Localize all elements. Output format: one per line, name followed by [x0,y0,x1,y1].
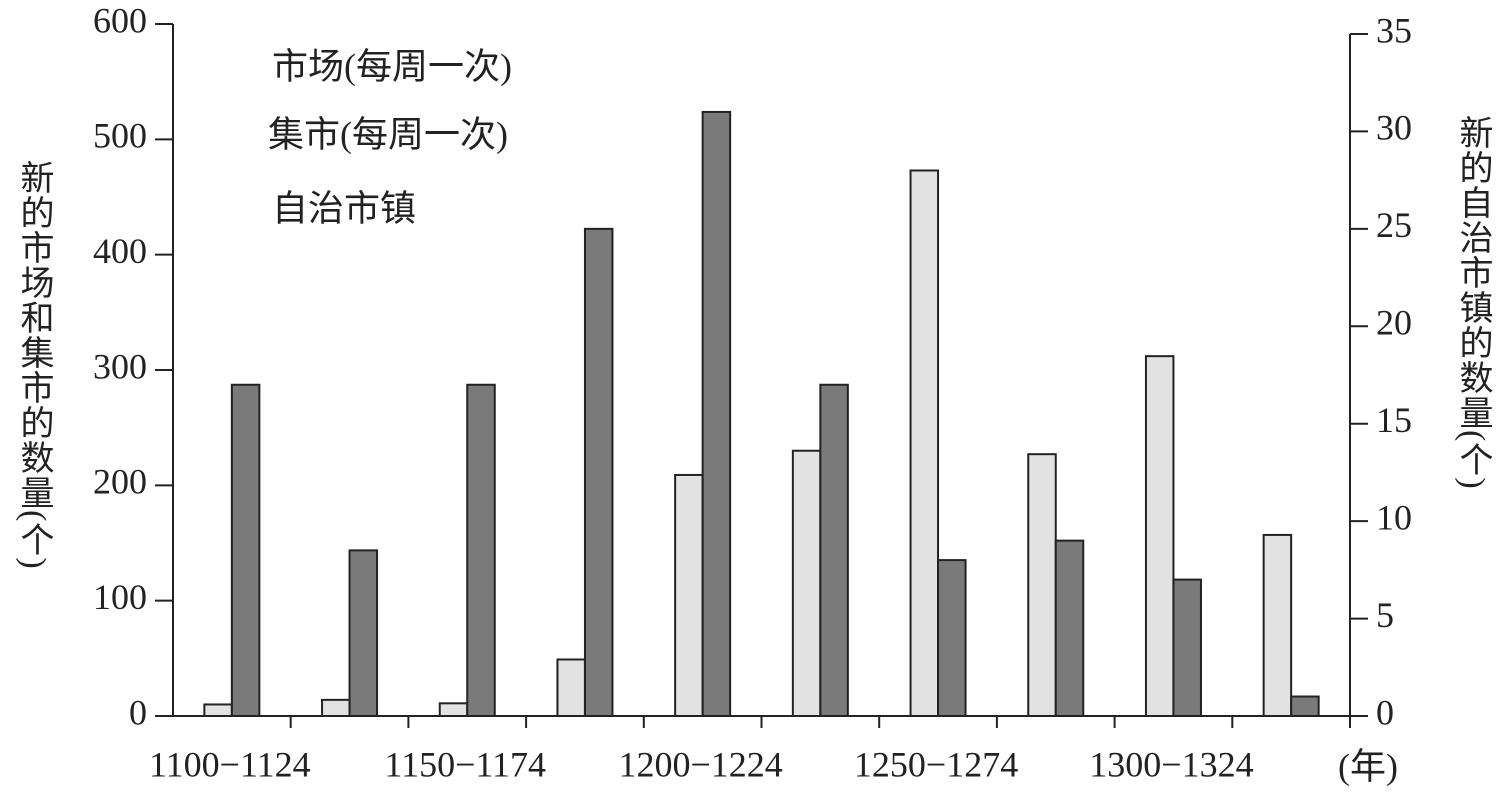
bar [1144,355,1175,717]
x-axis-label: (年) [1338,746,1398,786]
y-tick-label: 300 [93,346,147,386]
bar [909,169,940,717]
bar [1027,453,1057,717]
bar [466,383,496,717]
bar [791,449,822,717]
bar [583,227,614,717]
bar [1290,695,1320,717]
y2-tick-label: 0 [1376,692,1394,732]
y-tick-label: 100 [93,577,147,617]
y-tick-label: 600 [93,0,147,40]
y2-tick-label: 15 [1376,400,1412,440]
y-tick-label: 200 [93,462,147,502]
bar [348,549,379,717]
x-tick-label: 1100−1124 [149,744,311,784]
legend-label: 自治市镇 [272,188,416,228]
x-tick-label: 1250−1274 [854,744,1018,784]
bar [438,702,469,718]
bar [674,473,704,717]
x-tick-label: 1150−1174 [384,744,546,784]
bar [1054,539,1085,718]
y-tick-label: 400 [93,231,147,271]
y2-tick-label: 20 [1376,303,1412,343]
bar [203,703,233,718]
bar [701,110,732,717]
y-tick-label: 0 [129,692,147,732]
y2-tick-label: 30 [1376,108,1412,148]
bar [1172,578,1202,717]
y2-tick-label: 10 [1376,497,1412,537]
y2-axis-label: 新的自治市镇的数量(个) [1454,115,1491,490]
bar [556,658,586,718]
bar [1262,533,1293,718]
legend-label: 市场(每周一次) [272,46,512,86]
legend-label: 集市(每周一次) [268,114,508,154]
bar [937,559,967,717]
y-tick-label: 500 [93,116,147,156]
y2-tick-label: 35 [1376,10,1412,50]
y2-tick-label: 5 [1376,595,1394,635]
bar [230,383,261,717]
bar [321,698,351,717]
bar [819,383,849,717]
x-tick-label: 1200−1224 [618,744,782,784]
x-tick-label: 1300−1324 [1089,744,1253,784]
y-axis-label: 新的市场和集市的数量(个) [15,160,52,570]
y2-tick-label: 25 [1376,205,1412,245]
